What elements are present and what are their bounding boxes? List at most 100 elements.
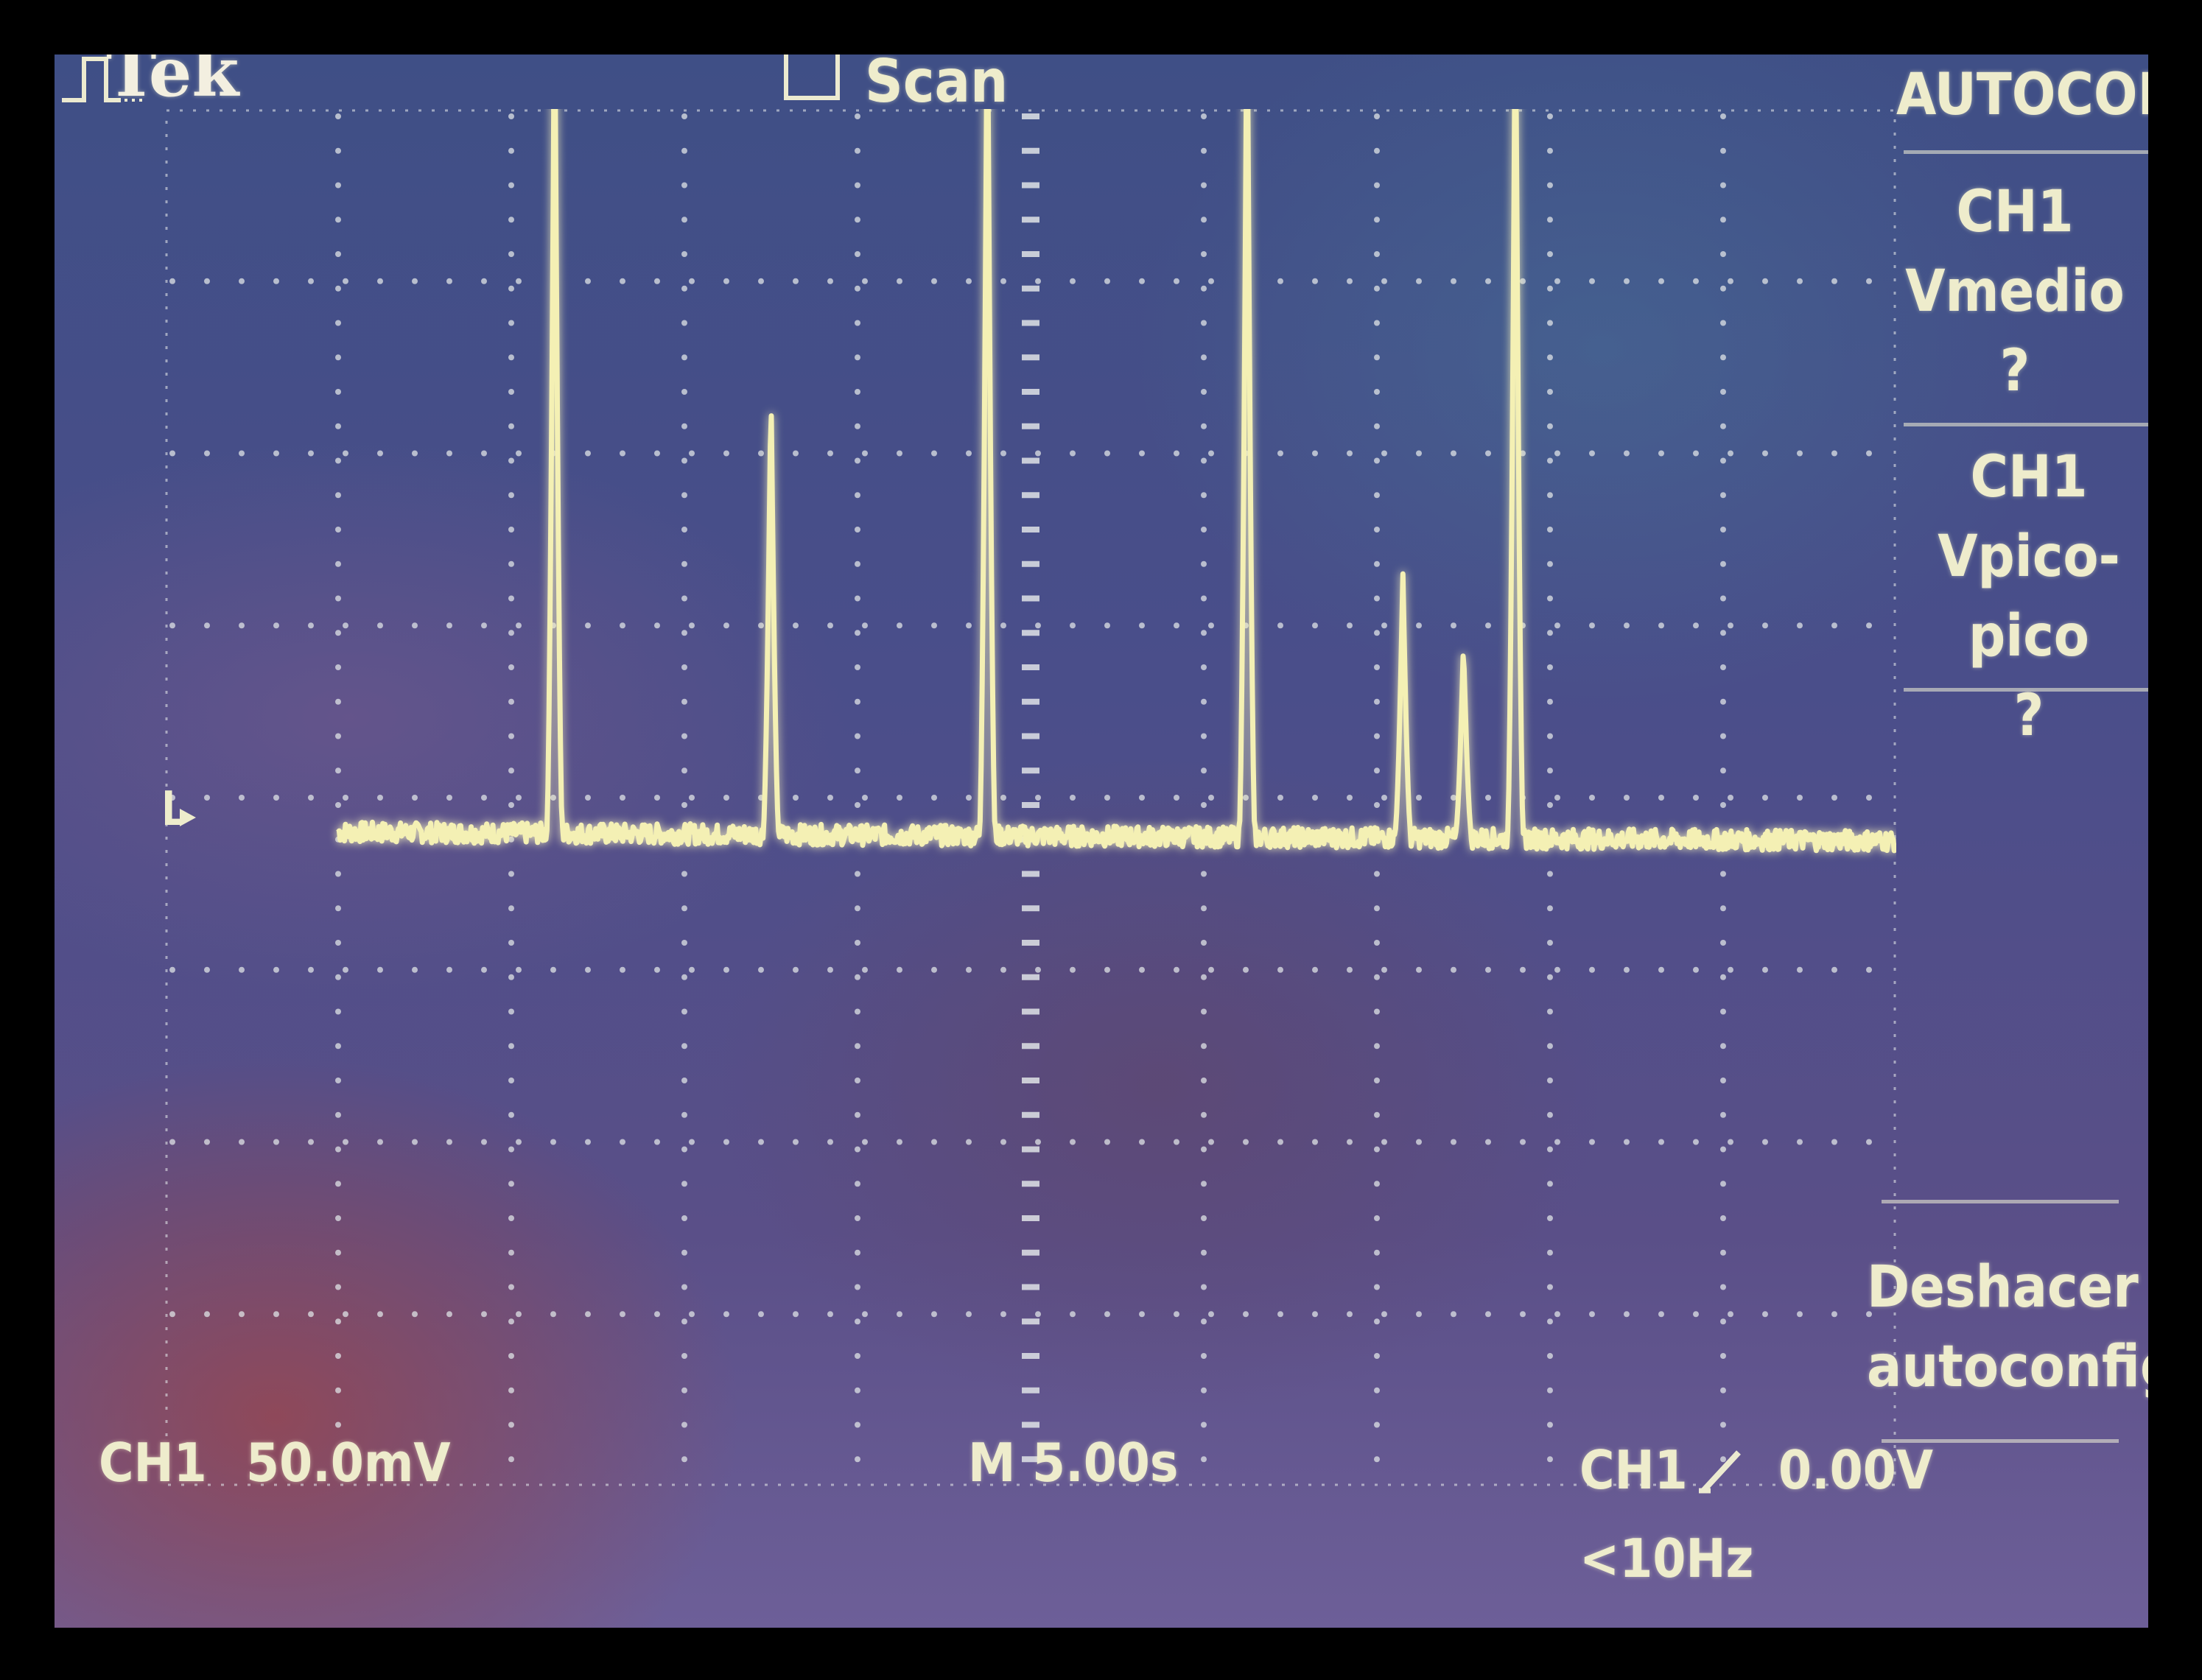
grid-dot — [1547, 492, 1553, 499]
grid-dot — [1035, 795, 1041, 801]
grid-dot — [1035, 622, 1041, 629]
grid-dot — [508, 871, 514, 877]
grid-dot — [1728, 622, 1733, 629]
grid-dot — [1658, 1139, 1664, 1145]
grid-dot — [273, 966, 279, 973]
grid-dot — [689, 450, 695, 457]
grid-dot — [1762, 622, 1768, 629]
grid-dot — [1277, 278, 1283, 284]
softkey-menu: AUTOCONF CH1 Vmedio ? CH1 Vpico-pico ? D… — [1852, 55, 2148, 1628]
grid-dot — [1070, 966, 1076, 973]
grid-dot — [620, 622, 625, 629]
scan-label: Scan — [865, 55, 1009, 116]
grid-dot — [681, 1284, 687, 1290]
grid-dot — [681, 147, 687, 154]
softkey-empty[interactable] — [1882, 717, 2148, 1159]
grid-dot — [335, 527, 341, 533]
grid-dot — [335, 1215, 341, 1221]
grid-dot — [308, 622, 314, 629]
grid-dot — [1201, 251, 1207, 257]
grid-dot — [897, 795, 902, 801]
grid-dot — [793, 622, 799, 629]
grid-dot — [169, 278, 175, 284]
grid-dot — [681, 1181, 687, 1187]
grid-dot — [1208, 966, 1214, 973]
grid-dot — [793, 278, 799, 284]
grid-dot — [508, 251, 514, 257]
grid-dot — [1547, 595, 1553, 602]
grid-dot — [412, 1311, 418, 1318]
grid-dot — [1201, 1008, 1207, 1015]
grid-dot — [335, 389, 341, 395]
grid-dot — [620, 795, 625, 801]
grid-dot — [1720, 492, 1726, 499]
grid-dot — [516, 795, 522, 801]
grid-dot — [335, 285, 341, 292]
grid-dot — [1720, 1249, 1726, 1256]
grid-dot — [1374, 871, 1380, 877]
softkey-ch1-vmedio[interactable]: CH1 Vmedio ? — [1882, 172, 2148, 411]
center-tick — [1022, 905, 1039, 912]
grid-dot — [1762, 966, 1768, 973]
grid-dot — [1720, 1181, 1726, 1187]
grid-dot — [855, 1078, 860, 1083]
grid-dot — [1831, 450, 1837, 457]
timebase-readout: M 5.00s — [968, 1432, 1179, 1494]
grid-dot — [335, 1008, 341, 1015]
grid-dot — [855, 217, 860, 223]
grid-dot — [1347, 278, 1353, 284]
grid-dot — [239, 966, 245, 973]
grid-dot — [1547, 560, 1553, 567]
grid-dot — [1547, 1353, 1553, 1359]
grid-dot — [681, 1111, 687, 1118]
grid-dot — [1728, 795, 1733, 801]
grid-dot — [273, 622, 279, 629]
center-tick — [1022, 389, 1039, 395]
grid-dot — [1720, 1456, 1726, 1463]
grid-dot — [1547, 285, 1553, 292]
grid-dot — [681, 733, 687, 739]
center-tick — [1022, 1078, 1039, 1083]
grid-dot — [966, 1139, 972, 1145]
grid-dot — [855, 1249, 860, 1256]
grid-dot — [335, 1456, 341, 1463]
grid-dot — [516, 622, 522, 629]
graticule-border — [165, 109, 1896, 1486]
grid-dot — [1201, 217, 1207, 223]
center-tick — [1022, 1318, 1039, 1325]
grid-dot — [1720, 733, 1726, 739]
grid-dot — [204, 278, 210, 284]
grid-dot — [1547, 767, 1553, 774]
grid-dot — [1554, 622, 1560, 629]
grid-dot — [758, 450, 764, 457]
grid-dot — [1720, 354, 1726, 361]
grid-dot — [1000, 795, 1006, 801]
grid-dot — [1866, 622, 1872, 629]
grid-dot — [681, 423, 687, 429]
grid-dot — [1547, 1111, 1553, 1118]
grid-dot — [550, 795, 556, 801]
grid-dot — [1201, 1215, 1207, 1221]
softkey-ch1-vpico-pico[interactable]: CH1 Vpico-pico ? — [1882, 437, 2148, 756]
grid-dot — [1797, 966, 1803, 973]
grid-dot — [1554, 966, 1560, 973]
graticule-grid — [165, 109, 1896, 1486]
grid-dot — [1374, 1181, 1380, 1187]
grid-dot — [855, 320, 860, 326]
grid-dot — [1104, 622, 1110, 629]
grid-dot — [1797, 278, 1803, 284]
grid-dot — [1720, 698, 1726, 705]
grid-dot — [862, 795, 868, 801]
grid-dot — [681, 1043, 687, 1050]
grid-dot — [335, 698, 341, 705]
ch1-trace — [336, 109, 1896, 854]
grid-dot — [1720, 1353, 1726, 1359]
softkey-deshacer-autoconfig[interactable]: Deshacer autoconfig. — [1867, 1248, 2148, 1407]
grid-dot — [508, 698, 514, 705]
grid-dot — [1208, 622, 1214, 629]
scan-checkbox[interactable] — [784, 55, 840, 100]
grid-dot — [1720, 251, 1726, 257]
grid-dot — [508, 1111, 514, 1118]
grid-dot — [827, 622, 833, 629]
grid-dot — [1547, 423, 1553, 429]
